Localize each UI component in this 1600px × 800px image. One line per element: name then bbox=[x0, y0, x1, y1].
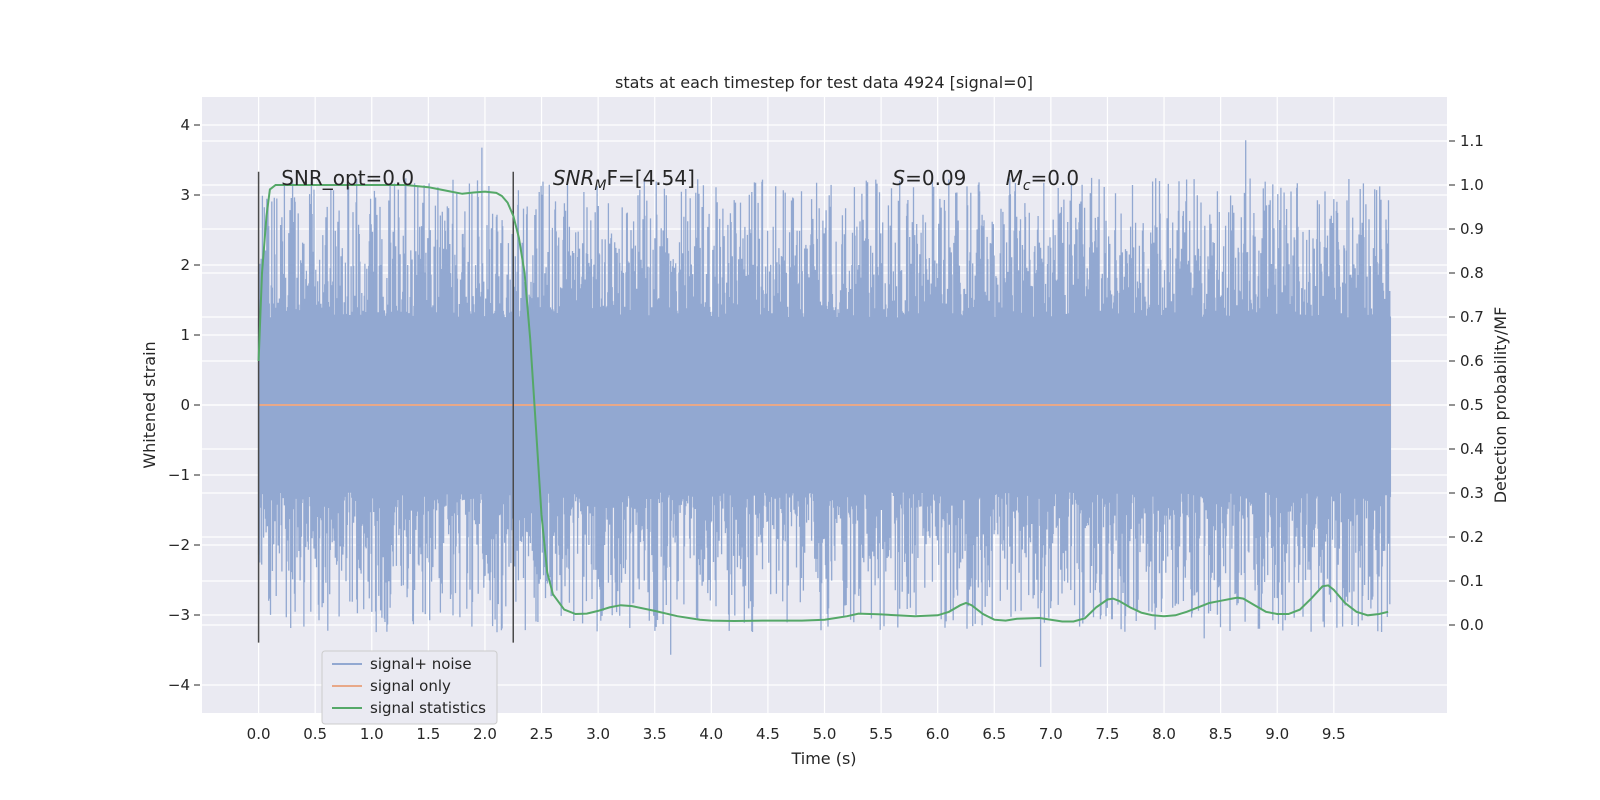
x-tick-label: 7.0 bbox=[1039, 725, 1063, 743]
x-tick-label: 2.0 bbox=[473, 725, 497, 743]
y-tick-label-left: 2 bbox=[180, 256, 190, 274]
y-tick-label-right: 1.0 bbox=[1460, 176, 1484, 194]
x-tick-label: 4.0 bbox=[699, 725, 723, 743]
y-tick-label-right: 0.7 bbox=[1460, 308, 1484, 326]
y-ticks-left: −4 −3 −2 −1 0 1 2 3 4 bbox=[168, 116, 200, 694]
chart-title: stats at each timestep for test data 492… bbox=[615, 73, 1033, 92]
x-ticks: 0.0 0.5 1.0 1.5 2.0 2.5 3.0 3.5 4.0 4.5 5.0 5.5 6.0 6… bbox=[247, 725, 1346, 743]
y-tick-label-left: 4 bbox=[180, 116, 190, 134]
x-tick-label: 5.5 bbox=[869, 725, 893, 743]
x-tick-label: 1.0 bbox=[360, 725, 384, 743]
y-tick-label-right: 1.1 bbox=[1460, 132, 1484, 150]
y-tick-label-right: 0.0 bbox=[1460, 616, 1484, 634]
x-tick-label: 9.0 bbox=[1265, 725, 1289, 743]
y-tick-label-right: 0.2 bbox=[1460, 528, 1484, 546]
x-tick-label: 3.0 bbox=[586, 725, 610, 743]
x-tick-label: 2.5 bbox=[530, 725, 554, 743]
y-tick-label-left: 1 bbox=[180, 326, 190, 344]
x-tick-label: 0.5 bbox=[303, 725, 327, 743]
y-tick-label-left: 0 bbox=[180, 396, 190, 414]
x-tick-label: 1.5 bbox=[416, 725, 440, 743]
statistics-series bbox=[257, 184, 1389, 623]
y-tick-label-right: 0.4 bbox=[1460, 440, 1484, 458]
vertical-markers bbox=[257, 171, 514, 643]
annotations: SNR_opt=0.0 SNRMF=[4.54] S=0.09 Mc=0.0 bbox=[281, 166, 1079, 194]
x-tick-label: 0.0 bbox=[247, 725, 271, 743]
y-tick-label-left: −1 bbox=[168, 466, 190, 484]
y-tick-label-left: −3 bbox=[168, 606, 190, 624]
annotation-s: S=0.09 bbox=[892, 166, 966, 190]
y-tick-label-right: 0.9 bbox=[1460, 220, 1484, 238]
x-tick-label: 8.5 bbox=[1209, 725, 1233, 743]
annotation-snr-opt: SNR_opt=0.0 bbox=[281, 166, 414, 190]
x-tick-label: 9.5 bbox=[1322, 725, 1346, 743]
legend-frame bbox=[321, 650, 498, 725]
legend: signal+ noise signal only signal statist… bbox=[321, 650, 498, 725]
x-tick-label: 8.0 bbox=[1152, 725, 1176, 743]
y-axis-label-left: Whitened strain bbox=[140, 341, 159, 468]
y-tick-label-right: 0.5 bbox=[1460, 396, 1484, 414]
x-tick-label: 6.0 bbox=[926, 725, 950, 743]
annotation-mc: Mc=0.0 bbox=[1006, 166, 1080, 194]
x-tick-label: 6.5 bbox=[982, 725, 1006, 743]
x-tick-label: 7.5 bbox=[1096, 725, 1120, 743]
legend-label-statistics: signal statistics bbox=[370, 699, 486, 717]
x-tick-label: 4.5 bbox=[756, 725, 780, 743]
legend-label-noise: signal+ noise bbox=[370, 655, 472, 673]
y-ticks-right: 0.0 0.1 0.2 0.3 0.4 0.5 0.6 0.7 0.8 0.9 1.0 1.1 bbox=[1449, 132, 1484, 634]
y-tick-label-right: 0.8 bbox=[1460, 264, 1484, 282]
x-tick-label: 5.0 bbox=[813, 725, 837, 743]
x-axis-label: Time (s) bbox=[790, 749, 856, 768]
y-tick-label-right: 0.1 bbox=[1460, 572, 1484, 590]
y-tick-label-left: 3 bbox=[180, 186, 190, 204]
y-axis-label-right: Detection probability/MF bbox=[1491, 307, 1510, 504]
legend-label-signal-only: signal only bbox=[370, 677, 451, 695]
statistics-line bbox=[257, 184, 1389, 623]
y-tick-label-right: 0.3 bbox=[1460, 484, 1484, 502]
x-tick-label: 3.5 bbox=[643, 725, 667, 743]
y-tick-label-right: 0.6 bbox=[1460, 352, 1484, 370]
y-tick-label-left: −2 bbox=[168, 536, 190, 554]
annotation-snr-mf: SNRMF=[4.54] bbox=[553, 166, 695, 194]
y-tick-label-left: −4 bbox=[168, 676, 190, 694]
